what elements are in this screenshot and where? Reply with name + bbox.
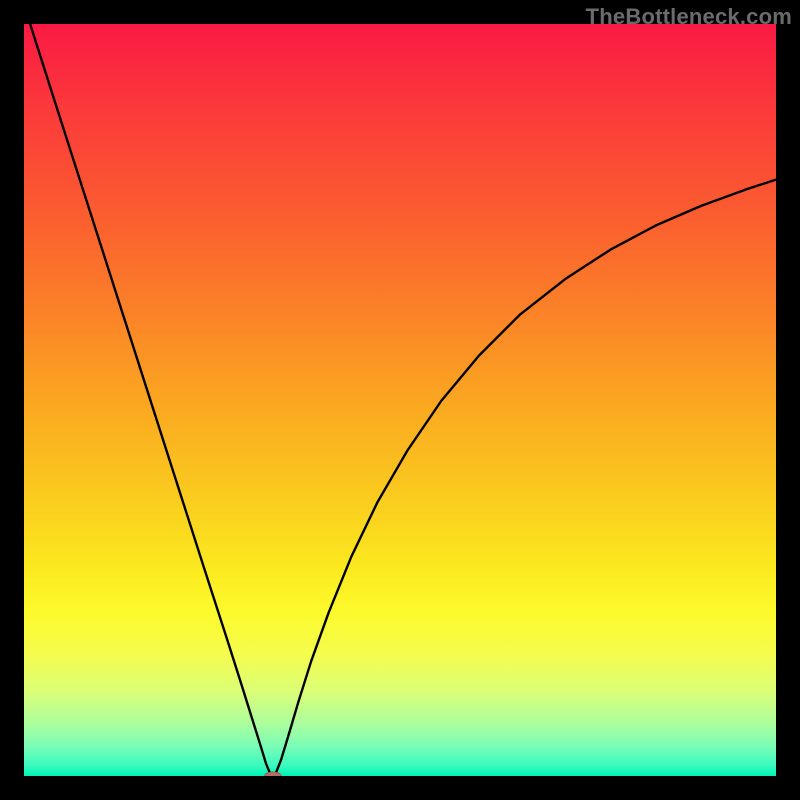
figure-container: TheBottleneck.com xyxy=(0,0,800,800)
gradient-background xyxy=(24,24,776,776)
bottleneck-curve-chart xyxy=(24,24,776,776)
plot-area xyxy=(24,24,776,776)
